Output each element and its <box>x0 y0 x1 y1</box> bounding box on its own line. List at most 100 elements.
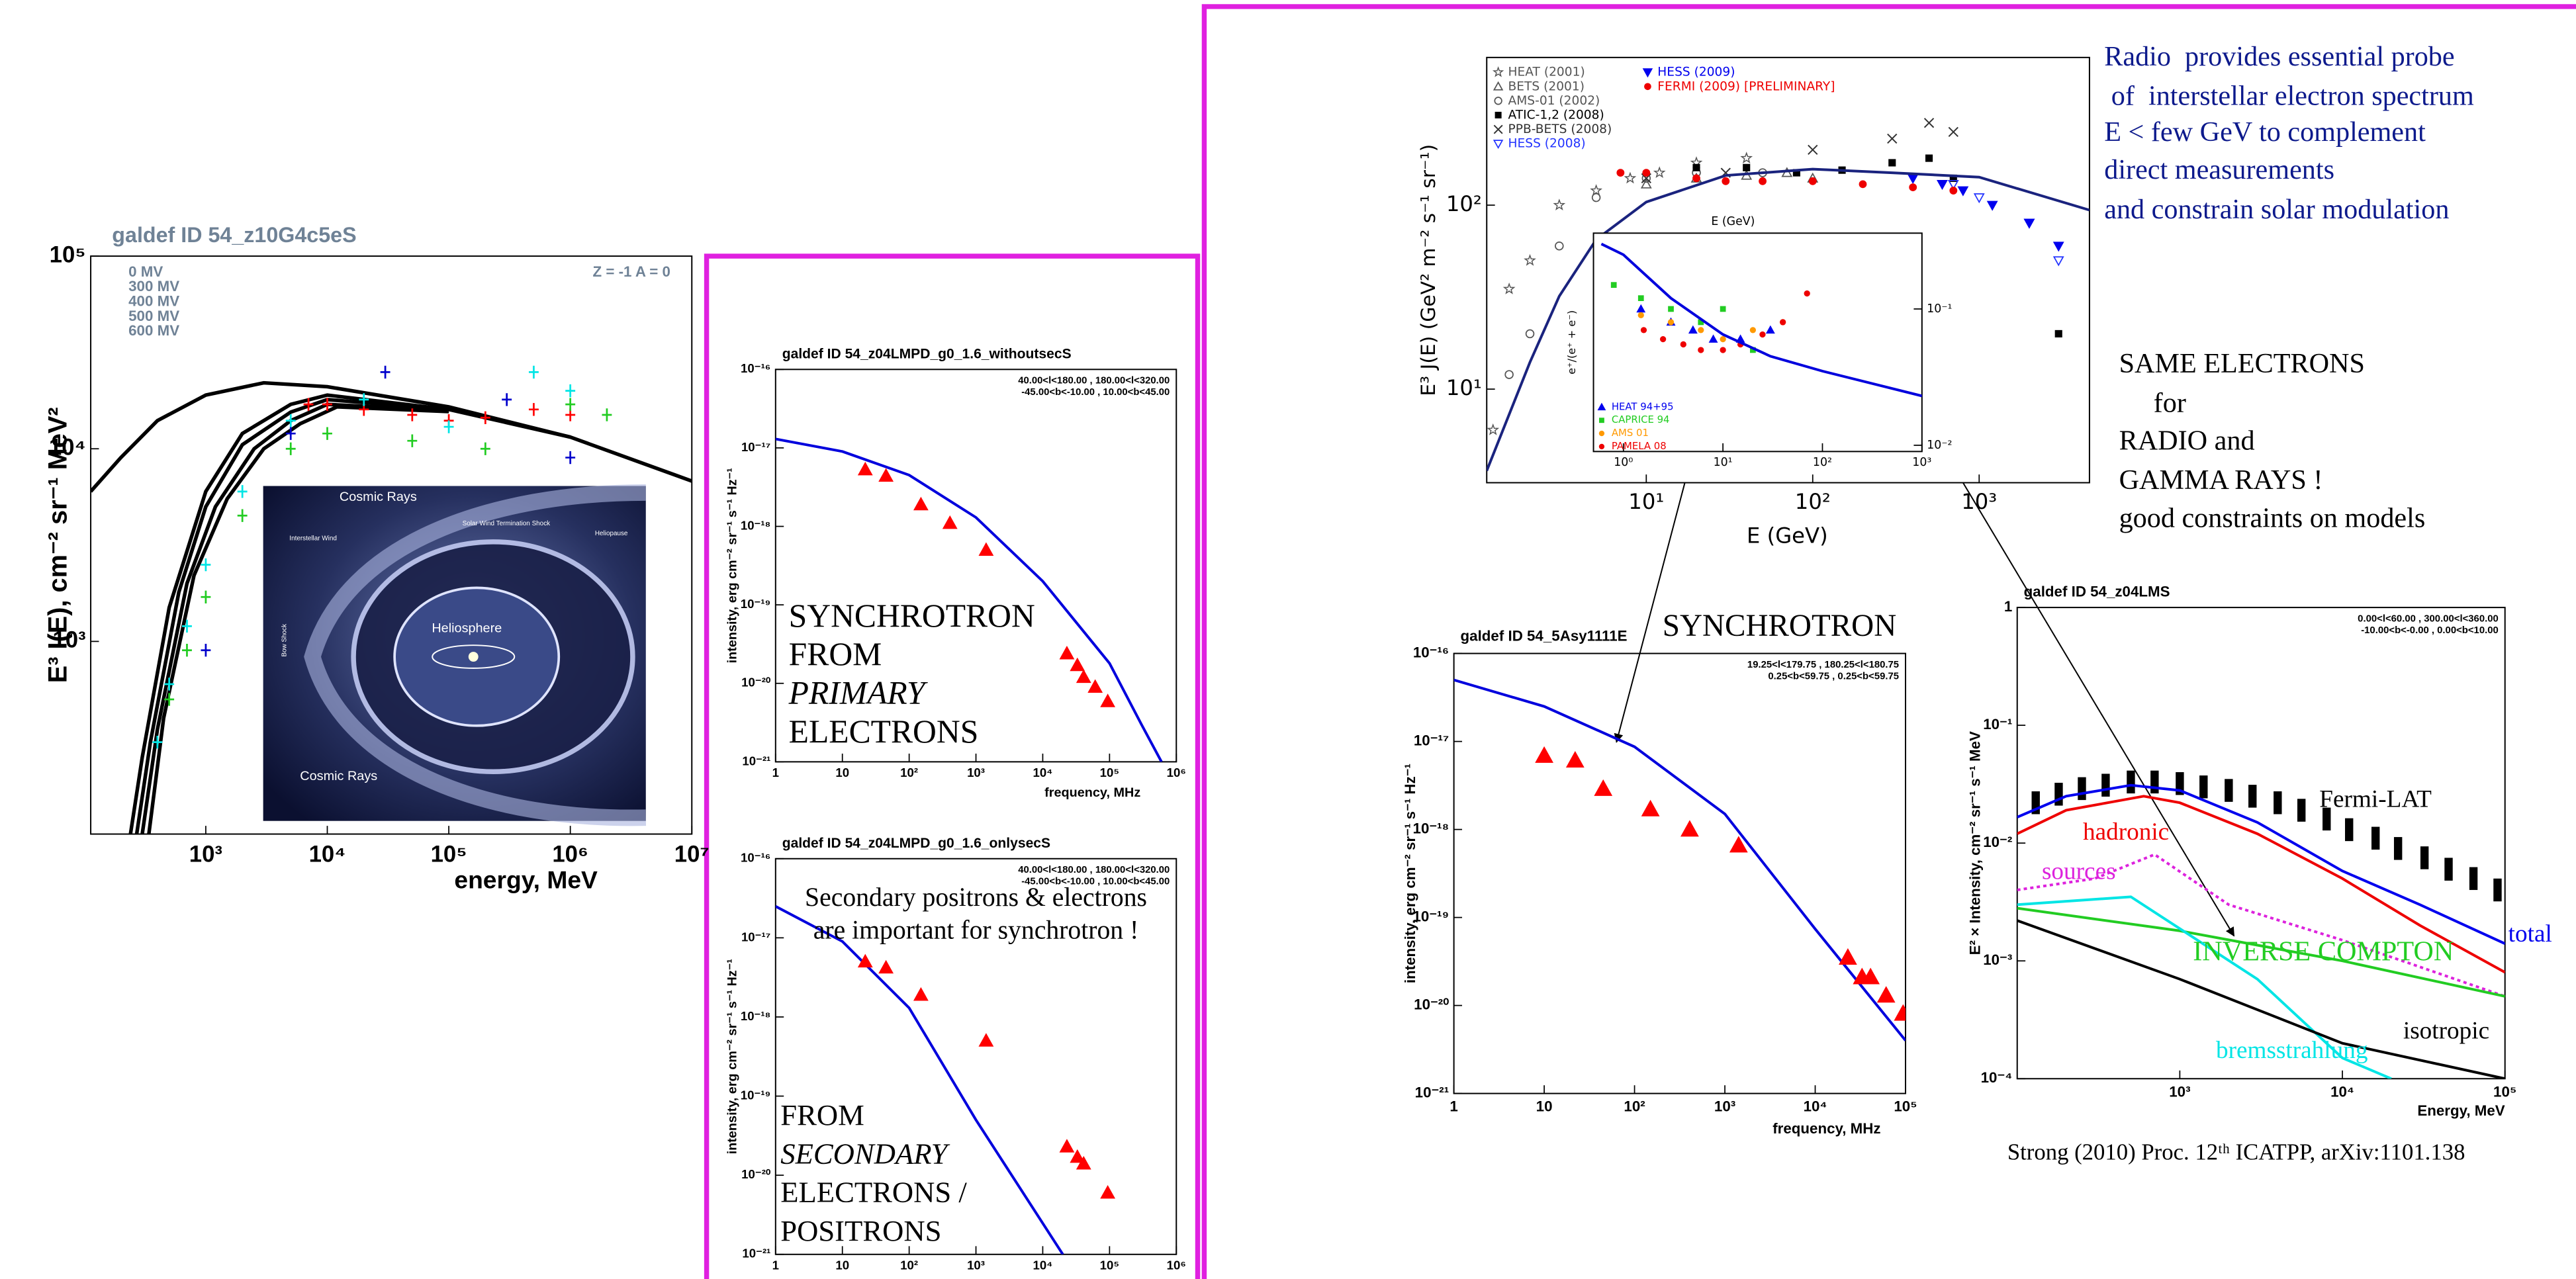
x-axis-label: E (GeV) <box>1711 215 1755 228</box>
data-point <box>1949 187 1958 195</box>
data-point <box>602 408 612 421</box>
data-point <box>1692 163 1700 171</box>
legend-label: 500 MV <box>128 308 179 324</box>
data-point <box>1100 1184 1116 1199</box>
y-tick-label: 10⁻¹ <box>1927 302 1952 316</box>
legend-marker <box>1597 402 1606 411</box>
legend-marker <box>1598 443 1605 450</box>
data-point <box>1949 174 1957 182</box>
region-label: 0.00<l<60.00 , 300.00<l<360.00 <box>2358 613 2499 624</box>
data-point <box>1740 152 1753 164</box>
data-point <box>1986 200 1998 211</box>
data-point <box>1487 423 1500 435</box>
annotation: SYNCHROTRON <box>1663 609 1896 643</box>
region-label: -45.00<b<-10.00 , 10.00<b<45.00 <box>1021 387 1170 398</box>
data-point <box>2345 818 2354 842</box>
data-point <box>2297 799 2306 822</box>
data-point <box>1759 331 1766 338</box>
data-point <box>1808 144 1818 155</box>
data-point <box>1624 171 1637 184</box>
legend-label: total <box>2508 920 2552 948</box>
data-point <box>1640 178 1652 189</box>
annotation: Secondary positrons & electrons <box>805 883 1147 912</box>
x-tick-label: 10 <box>835 766 849 779</box>
annotation: SYNCHROTRON <box>789 597 1035 634</box>
data-point <box>359 393 369 406</box>
data-point <box>1973 193 1985 204</box>
y-tick-label: 10⁻¹⁸ <box>741 1009 771 1023</box>
x-tick-label: 10⁶ <box>1167 766 1186 779</box>
x-axis-label: frequency, MHz <box>1044 785 1140 800</box>
chart-title: galdef ID 54_z04LMS <box>2024 584 2170 600</box>
x-tick-label: 10⁶ <box>552 842 588 867</box>
chart: 1 10 10² 10³ 10⁴ 10⁵ 10⁶ 10⁻²¹ 10⁻²⁰ 10⁻¹⁹ 10⁻¹⁸ 10… <box>725 347 1186 800</box>
legend-label: HESS (2009) <box>1657 66 1735 79</box>
annotation: PRIMARY <box>788 674 928 711</box>
data-point <box>1861 967 1880 985</box>
data-point <box>913 496 929 511</box>
data-point <box>1653 166 1666 179</box>
data-point <box>2054 330 2062 337</box>
x-tick-label: 10³ <box>1961 489 1997 514</box>
data-point <box>502 393 512 406</box>
data-point <box>1792 169 1800 177</box>
legend-marker <box>1495 111 1502 118</box>
chart: 1 10 10² 10³ 10⁴ 10⁵ 10⁻²¹ 10⁻²⁰ 10⁻¹⁹ 10⁻¹⁸ 10⁻¹⁷… <box>1402 609 1917 1137</box>
data-point <box>1059 1139 1075 1153</box>
data-point <box>443 420 454 433</box>
y-tick-label: 10⁻²¹ <box>1415 1084 1449 1101</box>
x-tick-label: 10³ <box>967 1258 985 1272</box>
legend-label: hadronic <box>2083 818 2169 846</box>
data-point <box>878 468 894 482</box>
line <box>1600 242 1922 398</box>
note: RADIO and <box>2119 425 2255 457</box>
x-tick-label: 10⁵ <box>1894 1098 1917 1115</box>
x-tick-label: 10⁰ <box>1614 456 1633 469</box>
region-label: 40.00<l<180.00 , 180.00<l<320.00 <box>1018 865 1170 875</box>
image-label: Cosmic Rays <box>340 490 417 504</box>
data-point <box>152 735 163 749</box>
annotation: ELECTRONS / <box>780 1176 967 1209</box>
x-tick-label: 1 <box>772 766 779 779</box>
annotation: FROM <box>789 636 882 672</box>
x-tick-label: 10³ <box>2169 1083 2190 1100</box>
data-point <box>1729 836 1748 853</box>
y-tick-label: 10⁻² <box>1983 834 2012 850</box>
data-point <box>2420 846 2429 869</box>
data-point <box>1859 180 1867 189</box>
y-tick-label: 10⁻¹⁷ <box>1414 732 1449 749</box>
data-point <box>1698 327 1704 333</box>
line <box>775 437 1163 762</box>
y-tick-label: 10⁻²⁰ <box>1414 996 1449 1013</box>
x-tick-label: 10 <box>1536 1098 1553 1115</box>
line <box>2017 919 2505 1079</box>
legend-label: FERMI (2009) [PRELIMINARY] <box>1657 79 1835 93</box>
data-point <box>1743 163 1751 171</box>
chart-title: galdef ID 54_z04LMPD_g0_1.6_onlysecS <box>782 836 1050 851</box>
x-tick-label: 10⁵ <box>2493 1083 2516 1100</box>
data-point <box>1590 184 1602 196</box>
data-point <box>1504 370 1514 379</box>
x-tick-label: 1 <box>772 1258 779 1272</box>
data-point <box>2054 783 2063 806</box>
region-label: 19.25<l<179.75 , 180.25<l<180.75 <box>1747 660 1899 670</box>
x-tick-label: 10² <box>900 766 918 779</box>
data-point <box>1909 183 1917 192</box>
chart-subtitle: Z = -1 A = 0 <box>593 263 670 280</box>
y-tick-label: 10¹ <box>1446 375 1482 400</box>
data-point <box>1524 253 1536 266</box>
data-point <box>1100 693 1116 707</box>
data-point <box>1680 820 1699 837</box>
y-tick-label: 10⁻¹⁹ <box>741 1088 771 1102</box>
data-point <box>942 515 958 529</box>
series-group <box>1487 118 2090 472</box>
line <box>1487 167 2090 472</box>
data-point <box>1688 325 1698 334</box>
data-point <box>407 434 418 447</box>
line <box>2017 795 2505 974</box>
data-point <box>1808 177 1817 185</box>
x-axis-label: Energy, MeV <box>2417 1102 2505 1119</box>
y-tick-label: 10⁻²¹ <box>742 1247 770 1260</box>
data-point <box>1059 645 1075 660</box>
annotation: SECONDARY <box>780 1137 950 1170</box>
